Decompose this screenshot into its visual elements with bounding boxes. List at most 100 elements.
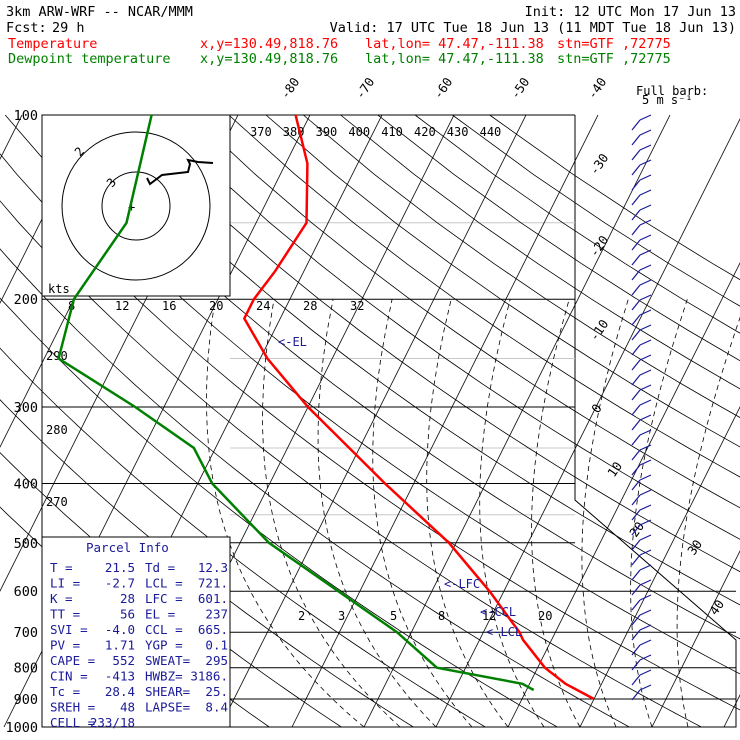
el-marker: <-EL xyxy=(278,335,307,349)
parcel-key: SVI = xyxy=(50,622,88,637)
parcel-key: SHEAR= xyxy=(145,684,190,699)
wind-barb-icon xyxy=(631,459,652,476)
isotherm-label: -80 xyxy=(277,75,302,102)
legend-dewpoint-stn: stn=GTF ,72775 xyxy=(557,51,671,67)
parcel-value: 233/18 xyxy=(90,715,135,730)
moist-adiabat xyxy=(206,299,365,728)
isotherm xyxy=(363,114,671,728)
wind-barb-icon xyxy=(631,159,652,176)
pressure-label-100: 100 xyxy=(14,108,38,124)
mixing-ratio-label-upper: 24 xyxy=(256,299,270,313)
dry-adiabat xyxy=(303,114,740,418)
parcel-key: K = xyxy=(50,591,73,606)
pressure-label-300: 300 xyxy=(14,400,38,416)
full-barb-label: Full barb: xyxy=(636,84,708,98)
wind-barb-icon xyxy=(631,294,652,311)
wind-barb-icon xyxy=(631,564,652,581)
parcel-value: 3186. xyxy=(190,669,228,684)
wind-barb-icon xyxy=(631,369,652,386)
pressure-label-1000: 1000 xyxy=(5,720,38,736)
wind-barb-icon xyxy=(631,654,652,671)
dry-adiabat xyxy=(79,114,740,606)
theta-label-left: 280 xyxy=(46,423,68,437)
moist-adiabat xyxy=(426,299,509,728)
forecast-hour: 29 h xyxy=(52,20,85,36)
isotherm-label: -40 xyxy=(584,75,609,102)
moist-adiabat xyxy=(676,316,740,728)
parcel-value: -2.7 xyxy=(105,576,135,591)
isotherm-label: 30 xyxy=(684,537,705,558)
wind-barb-icon xyxy=(631,219,652,236)
parcel-key: LCL = xyxy=(145,576,183,591)
dry-adiabat xyxy=(153,114,740,540)
wind-barb-icon xyxy=(631,609,652,626)
dry-adiabat xyxy=(228,114,740,478)
pressure-label-800: 800 xyxy=(14,661,38,677)
mixing-ratio-label-upper: 12 xyxy=(115,299,129,313)
legend-dewpoint-xy: x,y=130.49,818.76 xyxy=(200,51,338,67)
isotherm-label: -30 xyxy=(586,151,611,178)
dry-adiabat xyxy=(340,114,740,390)
mixing-ratio-label-lower: 20 xyxy=(538,609,552,623)
parcel-value: 25. xyxy=(205,684,228,699)
parcel-value: 295 xyxy=(205,653,228,668)
parcel-info-frame xyxy=(41,536,231,728)
dry-adiabat xyxy=(0,347,486,728)
isotherm xyxy=(507,262,740,728)
theta-label-top: 440 xyxy=(480,125,502,139)
wind-barb-icon xyxy=(631,399,652,416)
isotherm-label: 40 xyxy=(706,597,727,618)
parcel-key: CAPE = xyxy=(50,653,95,668)
wind-barb-icon xyxy=(631,429,652,446)
parcel-value: 28 xyxy=(120,591,135,606)
hodograph-trace xyxy=(146,158,214,186)
lfc-marker: <-LFC xyxy=(444,577,480,591)
legend-temperature-latlon: lat,lon= 47.47,-111.38 xyxy=(365,36,544,52)
dry-adiabat xyxy=(4,114,740,675)
wind-barb-icon xyxy=(631,474,652,491)
isotherm-label: -20 xyxy=(586,233,611,260)
mixing-ratio-label-lower: 2 xyxy=(298,609,305,623)
parcel-info-title: Parcel Info xyxy=(86,540,169,555)
parcel-value: -413 xyxy=(105,669,135,684)
parcel-key: SWEAT= xyxy=(145,653,190,668)
isotherm xyxy=(651,550,740,728)
moist-adiabat xyxy=(479,299,545,728)
wind-barb-icon xyxy=(631,129,652,146)
theta-label-top: 430 xyxy=(447,125,469,139)
parcel-value: 237 xyxy=(205,607,228,622)
parcel-key: CIN = xyxy=(50,669,88,684)
hodograph-unit: kts xyxy=(48,282,70,296)
wind-barb-icon xyxy=(631,189,652,206)
wind-barb-icon xyxy=(631,354,652,371)
parcel-key: LFC = xyxy=(145,591,183,606)
forecast-label: Fcst: xyxy=(6,20,47,36)
wind-barb-icon xyxy=(631,204,652,221)
wind-barb-icon xyxy=(631,444,652,461)
isotherm xyxy=(435,118,740,728)
moist-adiabat xyxy=(531,299,581,728)
legend-temperature-stn: stn=GTF ,72775 xyxy=(557,36,671,52)
isotherm-label: 10 xyxy=(604,459,625,480)
isotherm xyxy=(723,694,740,728)
wind-barb-icon xyxy=(631,519,652,536)
wind-barb-icon xyxy=(631,594,652,611)
parcel-key: Td = xyxy=(145,560,175,575)
pressure-label-900: 900 xyxy=(14,692,38,708)
parcel-value: 12.3 xyxy=(198,560,228,575)
wind-barb-icon xyxy=(631,549,652,566)
dry-adiabat xyxy=(414,114,740,334)
theta-label-top: 370 xyxy=(250,125,272,139)
dry-adiabat xyxy=(42,114,740,640)
valid-time: Valid: 17 UTC Tue 18 Jun 13 (11 MDT Tue … xyxy=(330,20,736,36)
wind-barb-icon xyxy=(631,264,652,281)
mixing-ratio-label-lower: 5 xyxy=(390,609,397,623)
isotherm xyxy=(291,114,599,728)
parcel-value: 28.4 xyxy=(105,684,135,699)
wind-barb-icon xyxy=(631,324,652,341)
mixing-ratio-label-lower: 3 xyxy=(338,609,345,623)
pressure-label-700: 700 xyxy=(14,625,38,641)
pressure-label-500: 500 xyxy=(14,536,38,552)
wind-barbs xyxy=(631,114,652,701)
mixing-ratio-label-upper: 20 xyxy=(209,299,223,313)
